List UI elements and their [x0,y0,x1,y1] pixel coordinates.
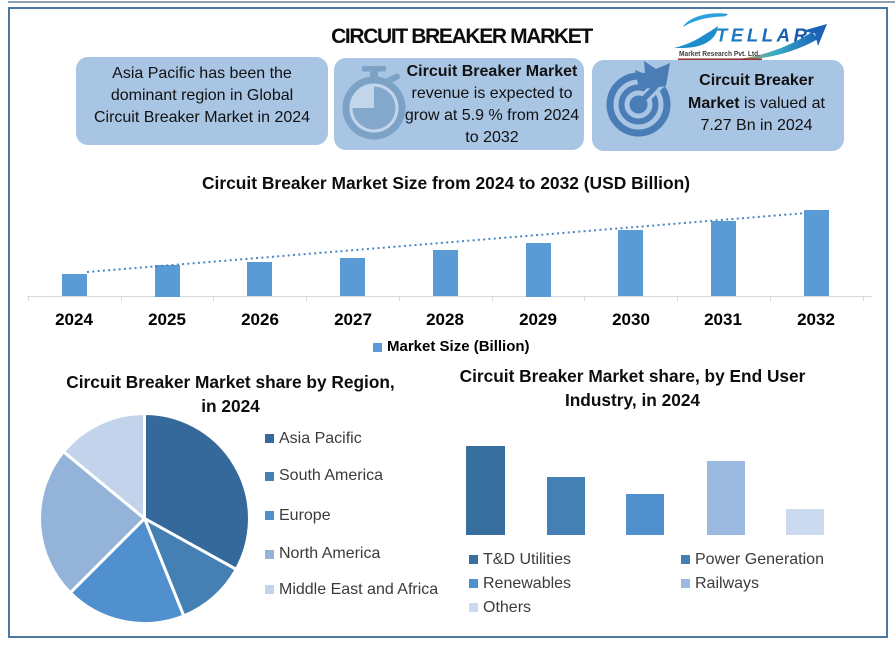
svg-text:TELLAR: TELLAR [716,25,808,46]
svg-text:Market Research Pvt. Ltd.: Market Research Pvt. Ltd. [679,51,760,58]
